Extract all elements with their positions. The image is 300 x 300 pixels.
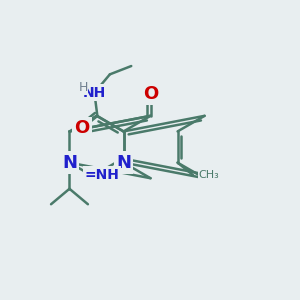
- Text: CH₃: CH₃: [198, 170, 219, 180]
- Text: =NH: =NH: [85, 168, 120, 182]
- Text: N: N: [62, 154, 77, 172]
- Text: H: H: [78, 81, 88, 94]
- Text: O: O: [143, 85, 158, 103]
- Text: N: N: [89, 169, 104, 187]
- Text: NH: NH: [83, 86, 106, 100]
- Text: O: O: [74, 119, 89, 137]
- Text: N: N: [116, 154, 131, 172]
